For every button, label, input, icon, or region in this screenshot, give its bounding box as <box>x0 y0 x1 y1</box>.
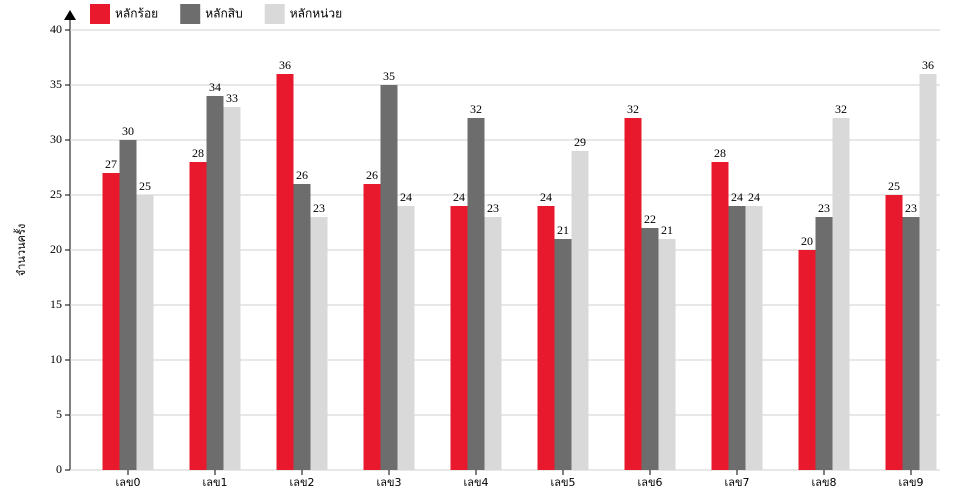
x-tick-label: เลข3 <box>376 476 401 489</box>
value-label: 36 <box>922 58 934 72</box>
y-tick-label: 35 <box>50 77 62 91</box>
bar <box>293 184 311 470</box>
x-tick-label: เลข0 <box>115 476 140 489</box>
y-tick-label: 0 <box>56 462 62 476</box>
x-tick-label: เลข1 <box>202 476 227 489</box>
bar <box>624 118 642 470</box>
y-tick-label: 15 <box>50 297 62 311</box>
value-label: 35 <box>383 69 395 83</box>
bar <box>206 96 224 470</box>
value-label: 23 <box>487 201 499 215</box>
value-label: 23 <box>818 201 830 215</box>
bar <box>798 250 816 470</box>
bar <box>745 206 763 470</box>
bar <box>641 228 659 470</box>
bar <box>537 206 555 470</box>
value-label: 21 <box>557 223 569 237</box>
bar <box>189 162 207 470</box>
value-label: 34 <box>209 80 221 94</box>
bar <box>467 118 485 470</box>
bar <box>102 173 120 470</box>
bar <box>711 162 729 470</box>
y-tick-label: 40 <box>50 22 62 36</box>
legend-label: หลักร้อย <box>115 7 158 21</box>
bar <box>276 74 294 470</box>
value-label: 24 <box>748 190 760 204</box>
value-label: 26 <box>366 168 378 182</box>
x-tick-label: เลข5 <box>550 476 575 489</box>
value-label: 30 <box>122 124 134 138</box>
y-tick-label: 20 <box>50 242 62 256</box>
bar <box>119 140 137 470</box>
value-label: 24 <box>453 190 465 204</box>
value-label: 25 <box>888 179 900 193</box>
bar <box>380 85 398 470</box>
value-label: 28 <box>714 146 726 160</box>
bar <box>554 239 572 470</box>
x-tick-label: เลข7 <box>724 476 749 489</box>
value-label: 23 <box>313 201 325 215</box>
value-label: 32 <box>627 102 639 116</box>
bar <box>136 195 154 470</box>
value-label: 27 <box>105 157 117 171</box>
value-label: 36 <box>279 58 291 72</box>
x-tick-label: เลข4 <box>463 476 488 489</box>
value-label: 25 <box>139 179 151 193</box>
bar <box>571 151 589 470</box>
bar <box>363 184 381 470</box>
value-label: 26 <box>296 168 308 182</box>
bar <box>902 217 920 470</box>
value-label: 21 <box>661 223 673 237</box>
legend-swatch <box>90 4 110 24</box>
y-tick-label: 30 <box>50 132 62 146</box>
bar <box>658 239 676 470</box>
bar <box>885 195 903 470</box>
x-tick-label: เลข2 <box>289 476 314 489</box>
legend-label: หลักหน่วย <box>290 7 342 21</box>
bar <box>815 217 833 470</box>
bar <box>919 74 937 470</box>
value-label: 24 <box>400 190 412 204</box>
bar <box>484 217 502 470</box>
x-tick-label: เลข6 <box>637 476 662 489</box>
value-label: 20 <box>801 234 813 248</box>
value-label: 24 <box>731 190 743 204</box>
bar <box>223 107 241 470</box>
y-axis-label: จำนวนครั้ง <box>13 224 28 276</box>
bar <box>397 206 415 470</box>
bar <box>310 217 328 470</box>
y-tick-label: 25 <box>50 187 62 201</box>
bar <box>728 206 746 470</box>
x-tick-label: เลข9 <box>898 476 923 489</box>
value-label: 23 <box>905 201 917 215</box>
bar <box>450 206 468 470</box>
bar <box>832 118 850 470</box>
legend-swatch <box>180 4 201 24</box>
y-axis-arrow <box>64 10 76 20</box>
y-tick-label: 5 <box>56 407 62 421</box>
legend-swatch <box>264 4 285 24</box>
value-label: 32 <box>835 102 847 116</box>
value-label: 29 <box>574 135 586 149</box>
value-label: 24 <box>540 190 552 204</box>
value-label: 22 <box>644 212 656 226</box>
y-tick-label: 10 <box>50 352 62 366</box>
legend-label: หลักสิบ <box>205 7 242 21</box>
value-label: 28 <box>192 146 204 160</box>
value-label: 32 <box>470 102 482 116</box>
x-tick-label: เลข8 <box>811 476 836 489</box>
value-label: 33 <box>226 91 238 105</box>
